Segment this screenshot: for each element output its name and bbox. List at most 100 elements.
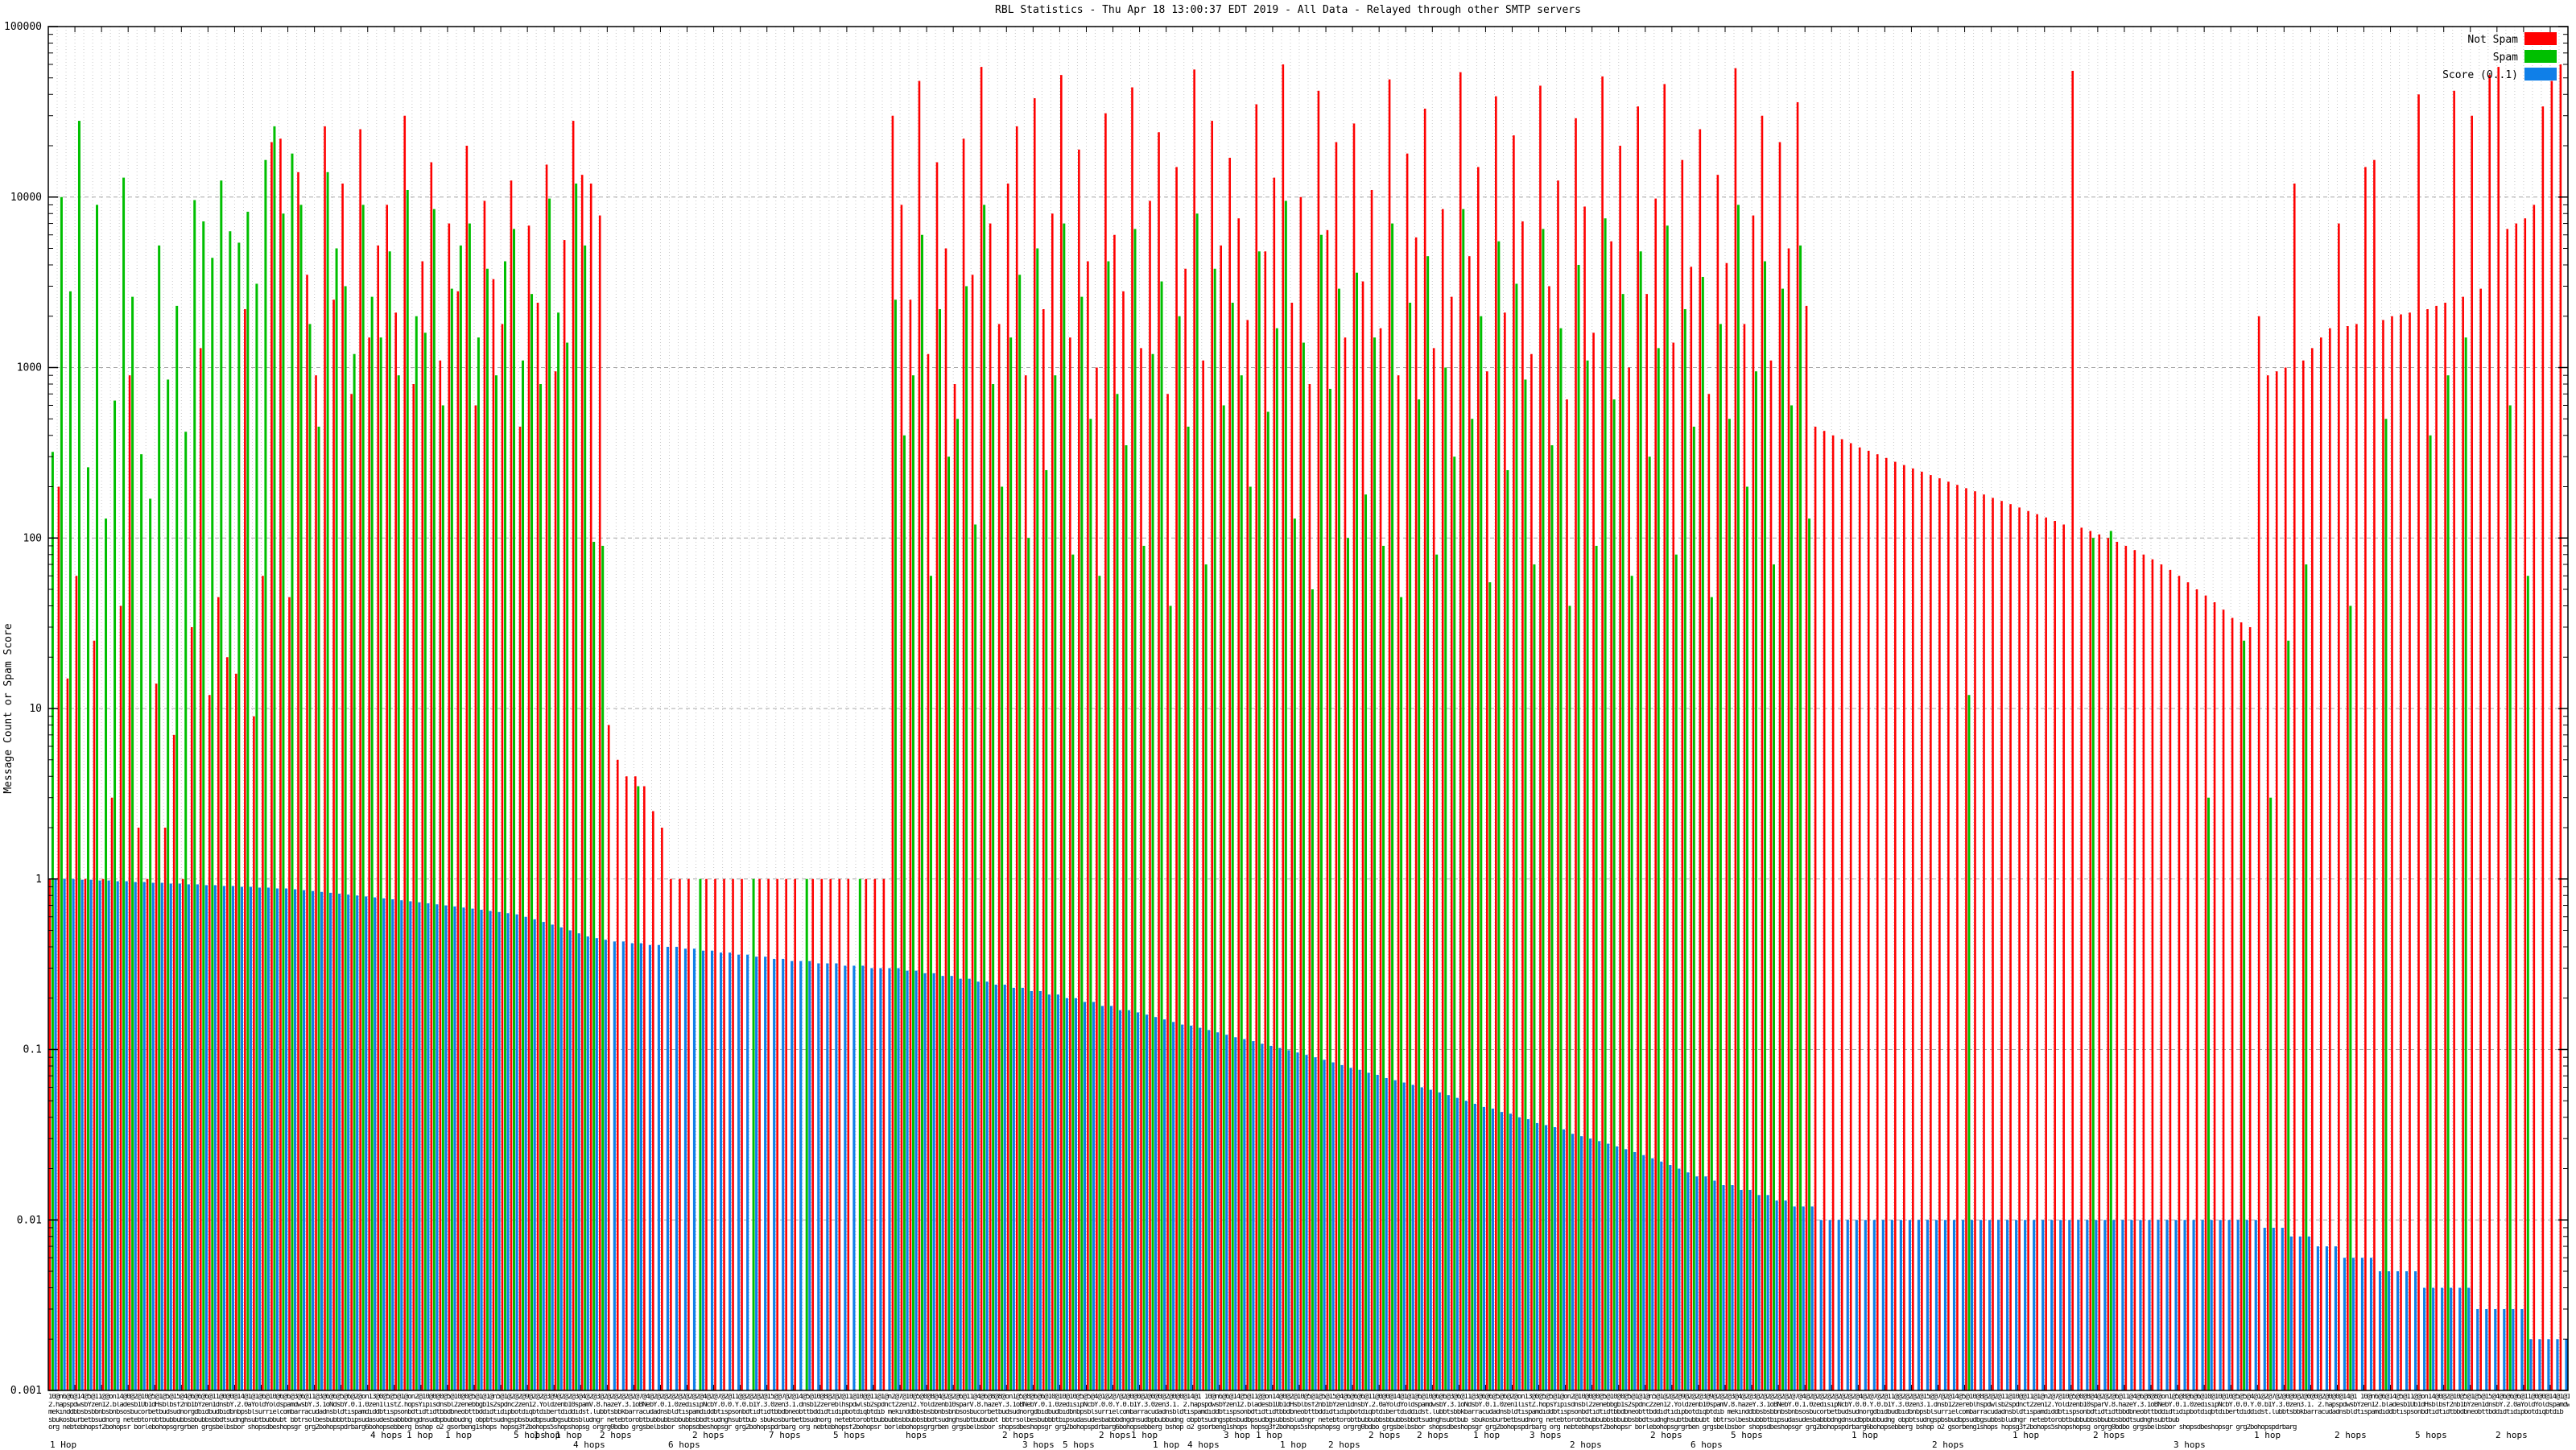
bar bbox=[661, 828, 663, 1390]
bar bbox=[1577, 265, 1580, 1390]
bar bbox=[1943, 1220, 1947, 1390]
bar bbox=[799, 960, 803, 1390]
bar bbox=[1414, 237, 1418, 1391]
bar bbox=[436, 904, 439, 1390]
bar bbox=[737, 954, 741, 1390]
bar bbox=[1065, 998, 1069, 1390]
bar bbox=[1358, 1069, 1361, 1390]
bar bbox=[1195, 213, 1199, 1390]
bar bbox=[2050, 1220, 2054, 1390]
bar bbox=[2508, 405, 2512, 1391]
bar bbox=[137, 828, 140, 1390]
bar bbox=[341, 183, 344, 1391]
bar bbox=[315, 375, 317, 1391]
bar bbox=[1967, 695, 1971, 1390]
bar bbox=[80, 879, 84, 1390]
bar bbox=[1500, 1112, 1504, 1390]
bar bbox=[1471, 419, 1474, 1390]
bar bbox=[2243, 640, 2246, 1390]
y-tick-label: 10000 bbox=[10, 192, 42, 204]
bar bbox=[1184, 268, 1187, 1391]
bar bbox=[1140, 348, 1142, 1390]
bar bbox=[1441, 209, 1444, 1391]
bar bbox=[229, 231, 232, 1390]
bar bbox=[2068, 1220, 2071, 1390]
bar bbox=[2124, 545, 2128, 1391]
bar bbox=[2240, 622, 2243, 1390]
bar bbox=[1654, 198, 1657, 1391]
bar bbox=[1544, 1125, 1548, 1390]
bar bbox=[1589, 1138, 1592, 1390]
bar bbox=[1669, 1165, 1672, 1390]
bar bbox=[2526, 576, 2529, 1390]
bar bbox=[2355, 324, 2358, 1391]
bar bbox=[607, 725, 610, 1390]
bar bbox=[914, 970, 918, 1390]
bar bbox=[2396, 1270, 2400, 1390]
bar bbox=[1328, 388, 1331, 1391]
bar bbox=[929, 576, 932, 1390]
bar bbox=[1784, 1200, 1787, 1390]
bar bbox=[2089, 531, 2092, 1390]
bar bbox=[1716, 175, 1719, 1390]
bar bbox=[1290, 302, 1294, 1390]
bar bbox=[723, 878, 725, 1390]
bar bbox=[882, 878, 886, 1390]
bar bbox=[1087, 261, 1089, 1390]
bar bbox=[2165, 1220, 2169, 1390]
bar bbox=[1539, 85, 1542, 1390]
bar bbox=[181, 878, 184, 1390]
bar bbox=[1051, 213, 1054, 1390]
bar bbox=[2423, 1287, 2426, 1390]
bar bbox=[586, 936, 589, 1390]
bars-layer bbox=[48, 64, 2568, 1391]
legend: Not Spam Spam Score (0..1) bbox=[2442, 32, 2557, 81]
bar bbox=[57, 486, 60, 1390]
bar bbox=[222, 886, 225, 1390]
bar bbox=[2103, 1220, 2107, 1390]
bar bbox=[1624, 1149, 1628, 1390]
bar bbox=[1672, 342, 1675, 1390]
bar bbox=[2213, 602, 2216, 1390]
bar bbox=[1234, 1037, 1237, 1390]
bar bbox=[1385, 1077, 1388, 1390]
bar bbox=[1317, 90, 1320, 1390]
bar bbox=[1326, 229, 1329, 1390]
bar bbox=[2458, 1287, 2462, 1390]
bar bbox=[2512, 1308, 2515, 1390]
bar bbox=[683, 948, 687, 1390]
bar bbox=[687, 878, 690, 1390]
bar bbox=[844, 965, 847, 1390]
bar bbox=[1628, 367, 1630, 1390]
bar bbox=[1763, 261, 1766, 1390]
bar bbox=[1938, 478, 1941, 1390]
bar bbox=[1284, 200, 1287, 1391]
bar bbox=[2373, 159, 2376, 1391]
bar bbox=[2195, 589, 2198, 1390]
bar bbox=[595, 938, 598, 1390]
bar bbox=[1308, 384, 1311, 1390]
bar bbox=[522, 360, 525, 1390]
bar bbox=[515, 914, 518, 1390]
bar bbox=[820, 878, 824, 1390]
bar bbox=[1344, 337, 1347, 1391]
bar bbox=[2429, 435, 2432, 1390]
bar bbox=[1468, 256, 1471, 1391]
bar bbox=[2245, 1220, 2248, 1390]
bar bbox=[1340, 1064, 1344, 1390]
bar bbox=[193, 200, 196, 1390]
bar bbox=[2364, 167, 2367, 1391]
bar bbox=[1012, 987, 1015, 1390]
bar bbox=[2160, 564, 2163, 1390]
bar bbox=[2467, 1287, 2471, 1390]
bar bbox=[2287, 640, 2290, 1390]
bar bbox=[2305, 564, 2308, 1390]
bar bbox=[1063, 223, 1066, 1390]
bar bbox=[158, 245, 161, 1390]
bar bbox=[1997, 1220, 2000, 1390]
bar bbox=[2384, 419, 2388, 1390]
bar bbox=[1775, 1200, 1778, 1390]
bar bbox=[1831, 435, 1835, 1390]
bar bbox=[2349, 605, 2352, 1390]
bar bbox=[160, 882, 163, 1390]
